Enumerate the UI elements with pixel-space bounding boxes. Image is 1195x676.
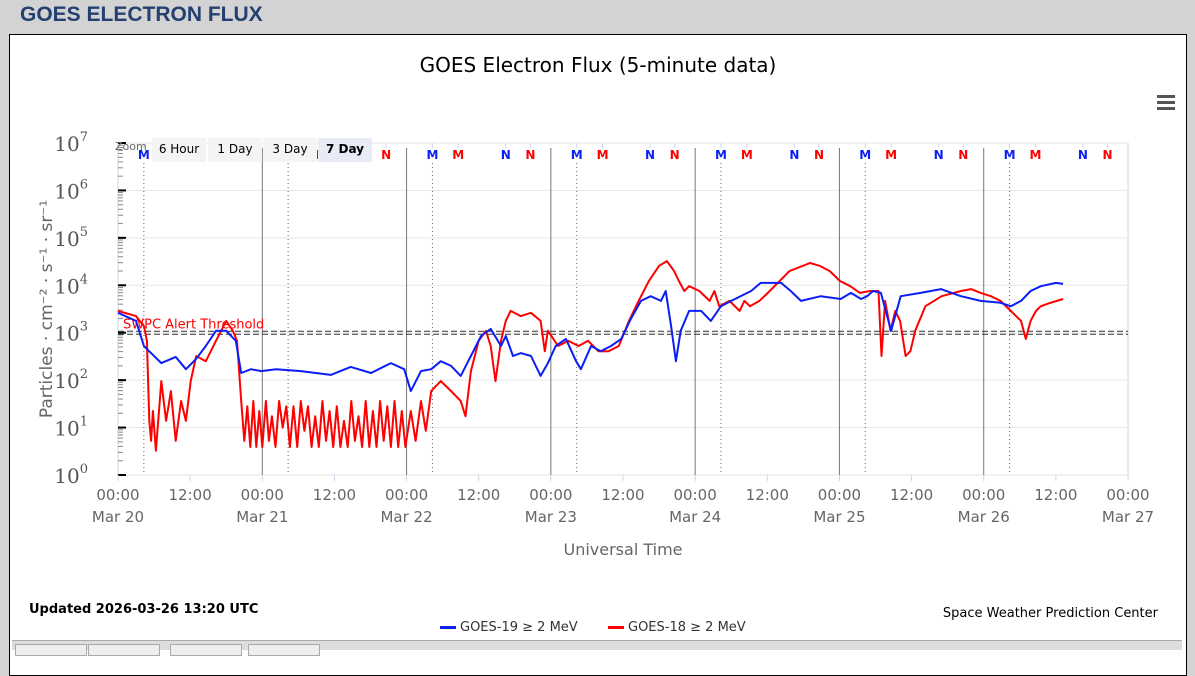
x-tick-date: Mar 23: [525, 508, 577, 526]
zoom-3-day-button[interactable]: 3 Day: [263, 138, 317, 162]
x-tick-label: 12:00: [1034, 486, 1077, 504]
marker-m: M: [741, 148, 753, 162]
legend-item-goes18[interactable]: GOES-18 ≥ 2 MeV: [608, 620, 746, 635]
legend-label: GOES-18 ≥ 2 MeV: [628, 620, 746, 635]
page-title: GOES ELECTRON FLUX: [20, 3, 263, 26]
marker-m: M: [426, 148, 438, 162]
marker-m: M: [571, 148, 583, 162]
marker-n: N: [934, 148, 944, 162]
series-line-goes18: [117, 260, 1064, 452]
x-tick-date: Mar 22: [380, 508, 432, 526]
x-tick-label: 12:00: [457, 486, 500, 504]
electron-flux-chart: GOES Electron Flux (5-minute data) 100 101…: [37, 53, 1154, 559]
marker-m: M: [859, 148, 871, 162]
chart-title: GOES Electron Flux (5-minute data): [420, 53, 777, 77]
x-tick-label: 12:00: [169, 486, 212, 504]
series-line-goes19: [117, 281, 1064, 393]
tab[interactable]: [88, 644, 160, 656]
marker-m: M: [452, 148, 464, 162]
updated-timestamp: Updated 2026-03-26 13:20 UTC: [29, 602, 259, 617]
legend-label: GOES-19 ≥ 2 MeV: [460, 620, 578, 635]
y-tick-label: 106: [54, 177, 88, 203]
zoom-label: Zoom: [115, 140, 147, 153]
x-tick-label: 00:00: [962, 486, 1005, 504]
y-tick-label: 105: [54, 225, 88, 251]
y-tick-label: 101: [54, 415, 88, 441]
marker-n: N: [814, 148, 824, 162]
marker-m: M: [715, 148, 727, 162]
marker-m: M: [1004, 148, 1016, 162]
y-tick-label: 104: [54, 272, 88, 298]
x-tick-date: Mar 20: [92, 508, 144, 526]
x-tick-date: Mar 26: [958, 508, 1010, 526]
plot-border: [117, 142, 1129, 476]
marker-n: N: [645, 148, 655, 162]
x-tick-date: Mar 25: [813, 508, 865, 526]
tab-strip: [12, 640, 1182, 650]
credit-text: Space Weather Prediction Center: [942, 606, 1158, 621]
marker-n: N: [789, 148, 799, 162]
marker-m: M: [138, 148, 150, 162]
x-tick-label: 12:00: [601, 486, 644, 504]
x-tick-label: 12:00: [890, 486, 933, 504]
threshold-label: SWPC Alert Threshold: [123, 318, 264, 333]
marker-n: N: [525, 148, 535, 162]
chart-menu-icon[interactable]: [1157, 95, 1175, 113]
zoom-6-hour-button[interactable]: 6 Hour: [152, 138, 206, 162]
marker-n: N: [958, 148, 968, 162]
y-tick-label: 103: [54, 320, 88, 346]
x-tick-label: 00:00: [529, 486, 572, 504]
tab[interactable]: [170, 644, 242, 656]
y-axis-title: Particles · cm⁻² · s⁻¹ · sr⁻¹: [37, 200, 57, 418]
x-tick-label: 12:00: [746, 486, 789, 504]
tab[interactable]: [15, 644, 87, 656]
x-tick-label: 00:00: [385, 486, 428, 504]
marker-m: M: [1029, 148, 1041, 162]
x-tick-label: 00:00: [96, 486, 139, 504]
zoom-1-day-button[interactable]: 1 Day: [208, 138, 262, 162]
zoom-7-day-button[interactable]: 7 Day: [318, 138, 372, 162]
marker-m: M: [885, 148, 897, 162]
marker-n: N: [1103, 148, 1113, 162]
tab[interactable]: [248, 644, 320, 656]
y-tick-label: 102: [54, 367, 88, 393]
y-tick-label: 100: [54, 462, 88, 488]
x-tick-date: Mar 27: [1102, 508, 1154, 526]
y-tick-label: 107: [54, 130, 88, 156]
x-tick-label: 00:00: [241, 486, 284, 504]
x-tick-label: 12:00: [313, 486, 356, 504]
x-tick-label: 00:00: [674, 486, 717, 504]
marker-n: N: [501, 148, 511, 162]
marker-n: N: [1078, 148, 1088, 162]
x-axis-title: Universal Time: [563, 540, 682, 559]
x-tick-label: 00:00: [1106, 486, 1149, 504]
marker-n: N: [670, 148, 680, 162]
legend-swatch: [440, 626, 456, 629]
legend-swatch: [608, 626, 624, 629]
marker-m: M: [597, 148, 609, 162]
x-tick-label: 00:00: [818, 486, 861, 504]
chart-container: GOES Electron Flux (5-minute data) 100 101…: [9, 34, 1187, 676]
marker-n: N: [381, 148, 391, 162]
x-tick-date: Mar 21: [236, 508, 288, 526]
legend-item-goes19[interactable]: GOES-19 ≥ 2 MeV: [440, 620, 578, 635]
x-tick-date: Mar 24: [669, 508, 721, 526]
